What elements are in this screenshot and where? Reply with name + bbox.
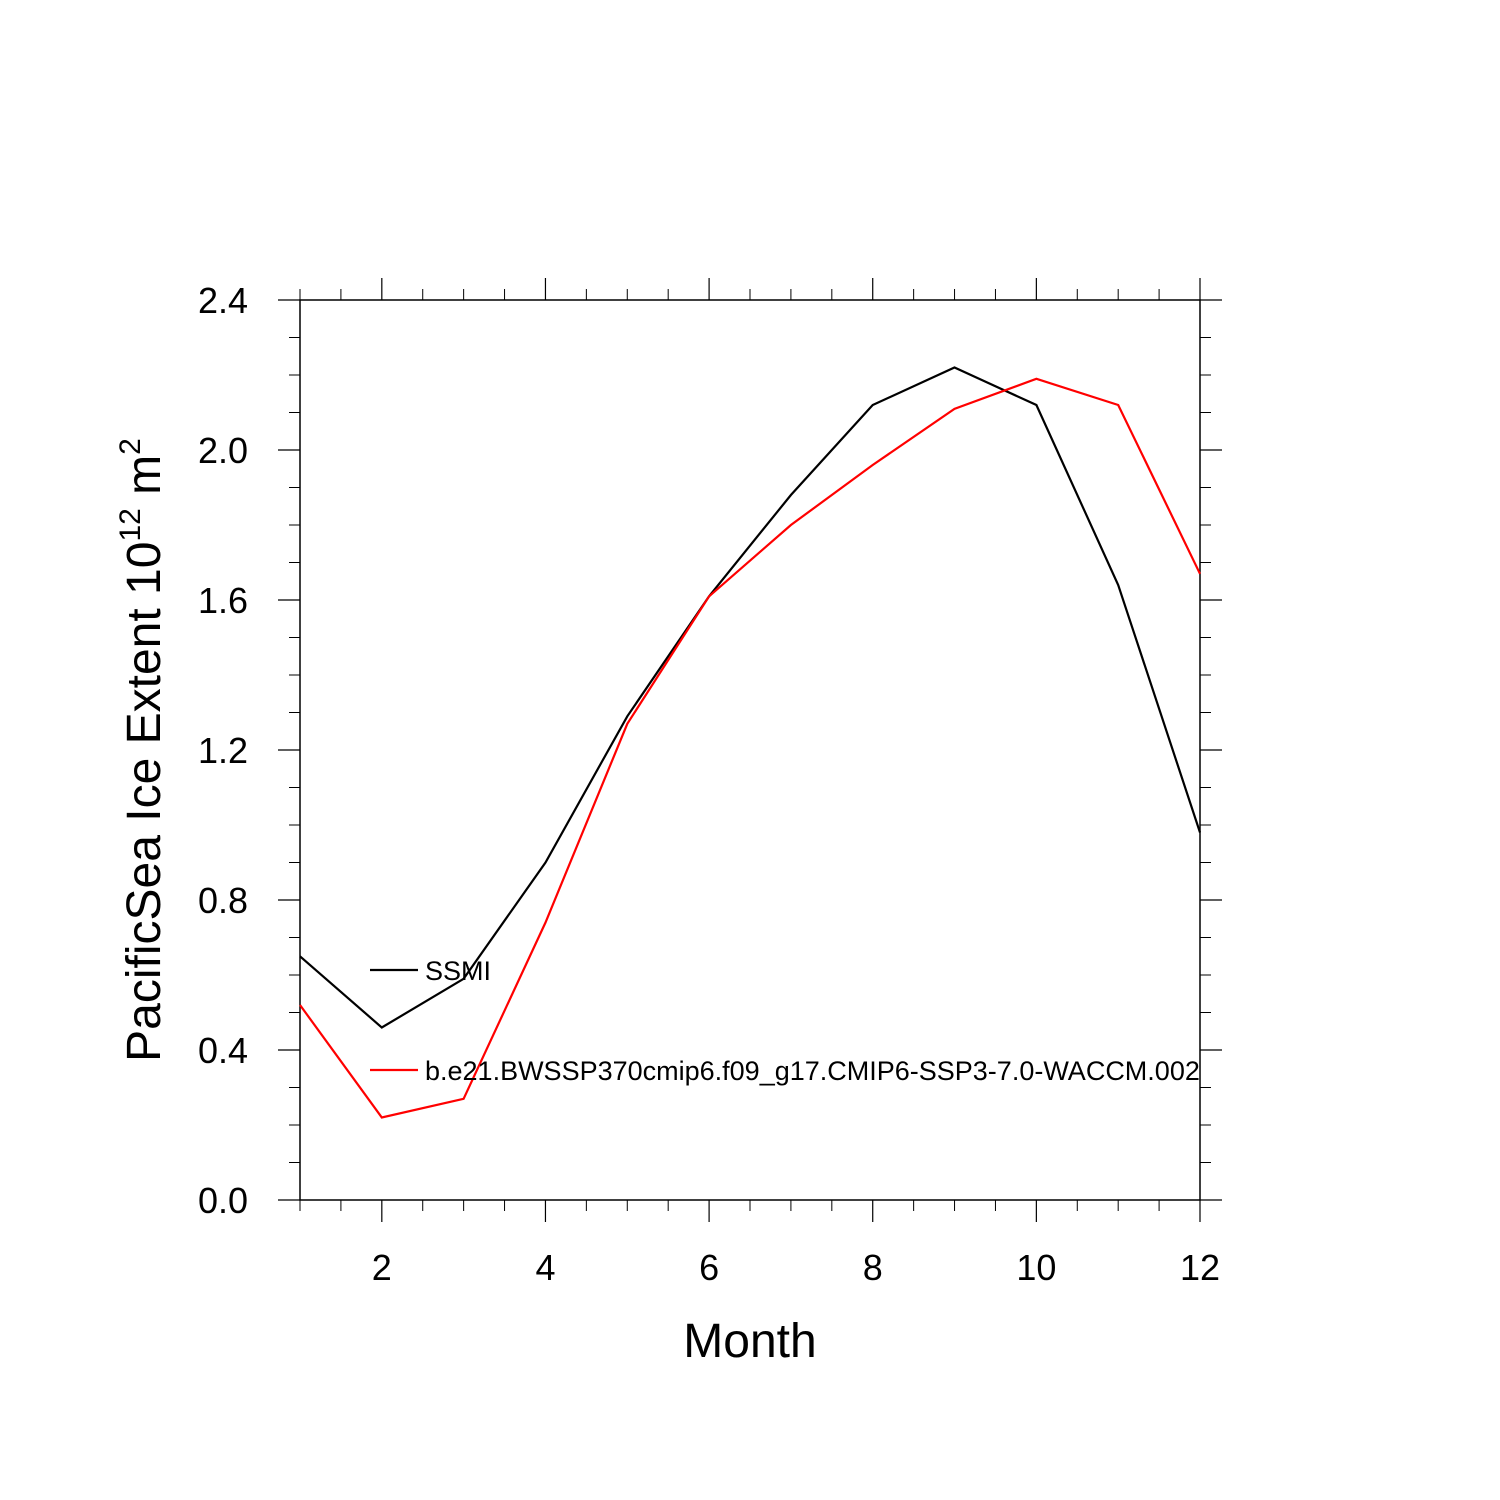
y-tick-label: 0.8: [198, 880, 248, 921]
legend-label-2: b.e21.BWSSP370cmip6.f09_g17.CMIP6-SSP3-7…: [425, 1056, 1200, 1086]
y-tick-label: 1.2: [198, 730, 248, 771]
y-axis-title-exponent: 12: [114, 508, 147, 541]
y-tick-label: 0.4: [198, 1030, 248, 1071]
y-tick-label: 0.0: [198, 1180, 248, 1221]
x-tick-labels: 2 4 6 8 10 12: [372, 1247, 1220, 1288]
x-tick-label: 12: [1180, 1247, 1220, 1288]
legend: SSMI b.e21.BWSSP370cmip6.f09_g17.CMIP6-SS…: [370, 956, 1200, 1086]
y-axis-title-unit: m: [118, 455, 171, 508]
y-tick-label: 2.4: [198, 280, 248, 321]
y-axis-title-main: PacificSea Ice Extent 10: [118, 542, 171, 1062]
legend-label-1: SSMI: [425, 956, 491, 986]
y-tick-label: 2.0: [198, 430, 248, 471]
x-axis-title: Month: [683, 1315, 816, 1368]
minor-ticks: [289, 289, 1211, 1211]
series-line-2: [299, 377, 1201, 1119]
y-tick-labels: 0.0 0.4 0.8 1.2 1.6 2.0 2.4: [198, 280, 248, 1221]
series-lines: [299, 366, 1202, 1119]
x-tick-label: 10: [1016, 1247, 1056, 1288]
y-axis-title: PacificSea Ice Extent 1012 m2: [114, 438, 171, 1062]
x-tick-label: 2: [372, 1247, 392, 1288]
x-tick-label: 8: [863, 1247, 883, 1288]
y-tick-label: 1.6: [198, 580, 248, 621]
series-line-1: [299, 366, 1202, 1029]
major-ticks: [278, 278, 1222, 1222]
y-axis-title-unit-exponent: 2: [114, 438, 147, 455]
x-tick-label: 6: [699, 1247, 719, 1288]
x-tick-label: 4: [535, 1247, 555, 1288]
